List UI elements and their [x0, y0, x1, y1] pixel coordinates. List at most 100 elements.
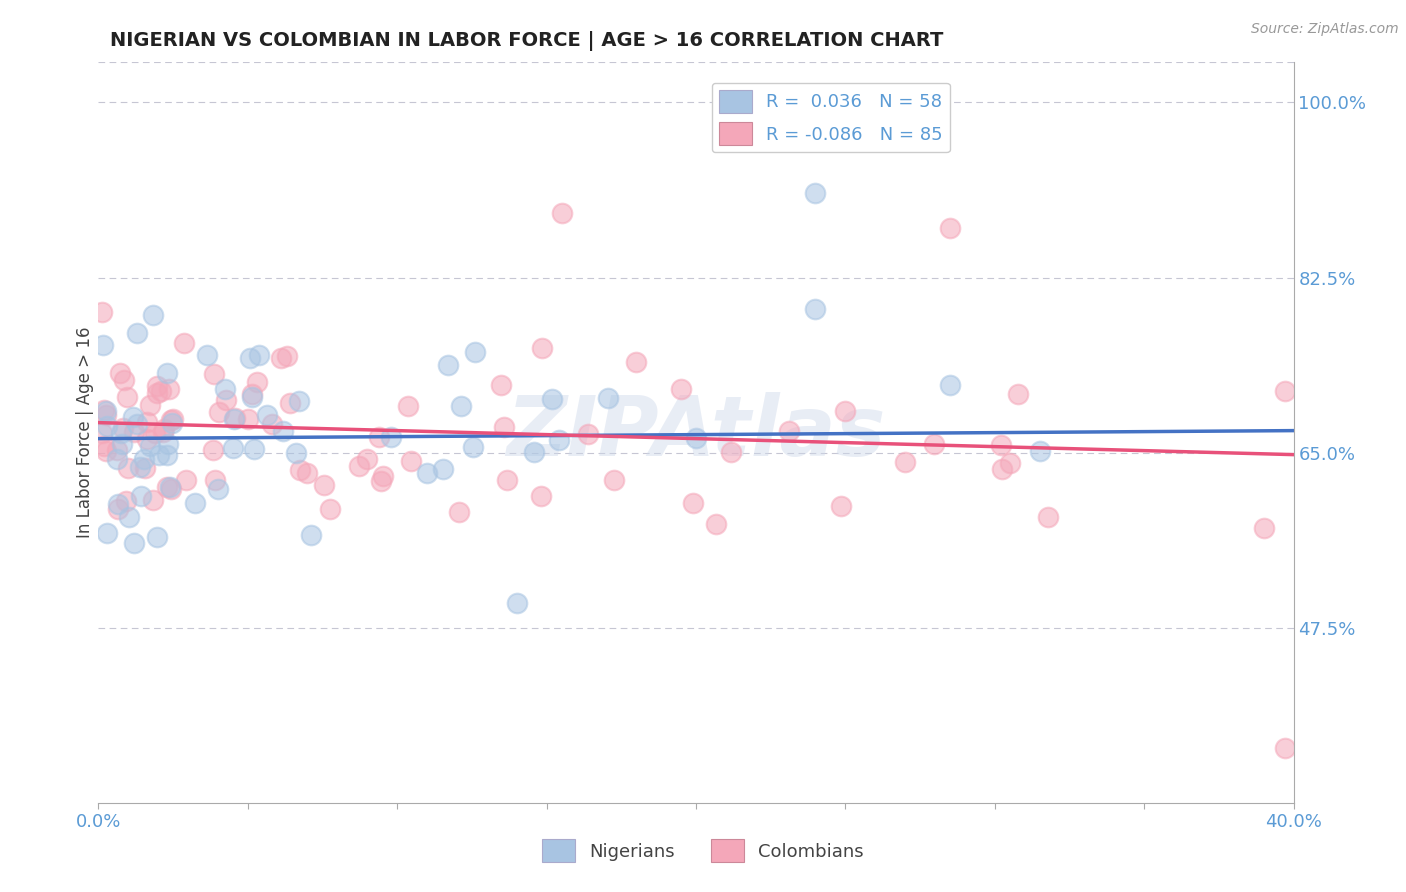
Point — [91, 304, 114, 318]
Point — [135, 415, 157, 429]
Point — [447, 505, 470, 519]
Point — [367, 430, 389, 444]
Point — [276, 349, 298, 363]
Point — [202, 367, 225, 381]
Point — [1028, 444, 1050, 458]
Point — [603, 474, 626, 488]
Point — [464, 345, 486, 359]
Point — [122, 425, 145, 439]
Point — [91, 338, 114, 352]
Point — [399, 454, 422, 468]
Point — [129, 489, 152, 503]
Point — [127, 417, 149, 432]
Point — [142, 493, 165, 508]
Point — [148, 448, 170, 462]
Point — [105, 443, 128, 458]
Point — [240, 387, 263, 401]
Point — [142, 308, 165, 322]
Text: ZIPAtlas: ZIPAtlas — [506, 392, 886, 473]
Point — [195, 348, 218, 362]
Point — [160, 417, 183, 431]
Point — [139, 398, 162, 412]
Legend: R =  0.036   N = 58, R = -0.086   N = 85: R = 0.036 N = 58, R = -0.086 N = 85 — [711, 83, 950, 153]
Point — [111, 436, 134, 450]
Point — [139, 439, 162, 453]
Point — [162, 412, 184, 426]
Point — [115, 494, 138, 508]
Point — [547, 433, 569, 447]
Point — [93, 440, 115, 454]
Point — [238, 411, 260, 425]
Point — [626, 355, 648, 369]
Point — [136, 432, 159, 446]
Text: NIGERIAN VS COLOMBIAN IN LABOR FORCE | AGE > 16 CORRELATION CHART: NIGERIAN VS COLOMBIAN IN LABOR FORCE | A… — [111, 30, 943, 51]
Point — [704, 516, 727, 531]
Point — [117, 460, 139, 475]
Point — [312, 478, 335, 492]
Point — [118, 510, 141, 524]
Point — [319, 502, 342, 516]
Point — [271, 425, 294, 439]
Point — [224, 411, 246, 425]
Point — [96, 525, 118, 540]
Point — [122, 536, 145, 550]
Point — [371, 469, 394, 483]
Point — [146, 531, 169, 545]
Point — [160, 482, 183, 496]
Point — [134, 460, 156, 475]
Point — [202, 442, 225, 457]
Point — [129, 460, 152, 475]
Point — [239, 351, 262, 366]
Point — [998, 456, 1021, 470]
Point — [115, 390, 138, 404]
Point — [398, 399, 420, 413]
Point — [492, 420, 515, 434]
Point — [682, 496, 704, 510]
Point — [146, 379, 169, 393]
Point — [804, 186, 827, 200]
Point — [530, 489, 553, 503]
Point — [204, 473, 226, 487]
Point — [1038, 509, 1060, 524]
Point — [121, 410, 143, 425]
Point — [105, 451, 128, 466]
Point — [598, 391, 620, 405]
Point — [669, 382, 692, 396]
Point — [278, 396, 301, 410]
Point — [299, 528, 322, 542]
Point — [159, 480, 181, 494]
Point — [541, 392, 564, 406]
Point — [207, 405, 229, 419]
Point — [240, 390, 263, 404]
Point — [156, 366, 179, 380]
Point — [506, 596, 529, 610]
Point — [107, 502, 129, 516]
Point — [159, 413, 181, 427]
Point — [112, 373, 135, 387]
Point — [450, 399, 472, 413]
Point — [215, 392, 238, 407]
Point — [576, 427, 599, 442]
Point — [939, 220, 962, 235]
Point — [159, 383, 181, 397]
Point — [224, 412, 246, 426]
Point — [93, 403, 115, 417]
Point — [146, 386, 169, 401]
Text: Source: ZipAtlas.com: Source: ZipAtlas.com — [1251, 22, 1399, 37]
Point — [94, 443, 117, 458]
Y-axis label: In Labor Force | Age > 16: In Labor Force | Age > 16 — [76, 326, 94, 539]
Point — [531, 341, 554, 355]
Point — [143, 425, 166, 440]
Point — [432, 462, 454, 476]
Legend: Nigerians, Colombians: Nigerians, Colombians — [536, 832, 870, 870]
Point — [111, 420, 134, 434]
Point — [370, 474, 392, 488]
Point — [991, 462, 1014, 476]
Point — [91, 426, 114, 441]
Point — [288, 394, 311, 409]
Point — [523, 445, 546, 459]
Point — [496, 473, 519, 487]
Point — [288, 463, 311, 477]
Point — [491, 378, 513, 392]
Point — [347, 459, 370, 474]
